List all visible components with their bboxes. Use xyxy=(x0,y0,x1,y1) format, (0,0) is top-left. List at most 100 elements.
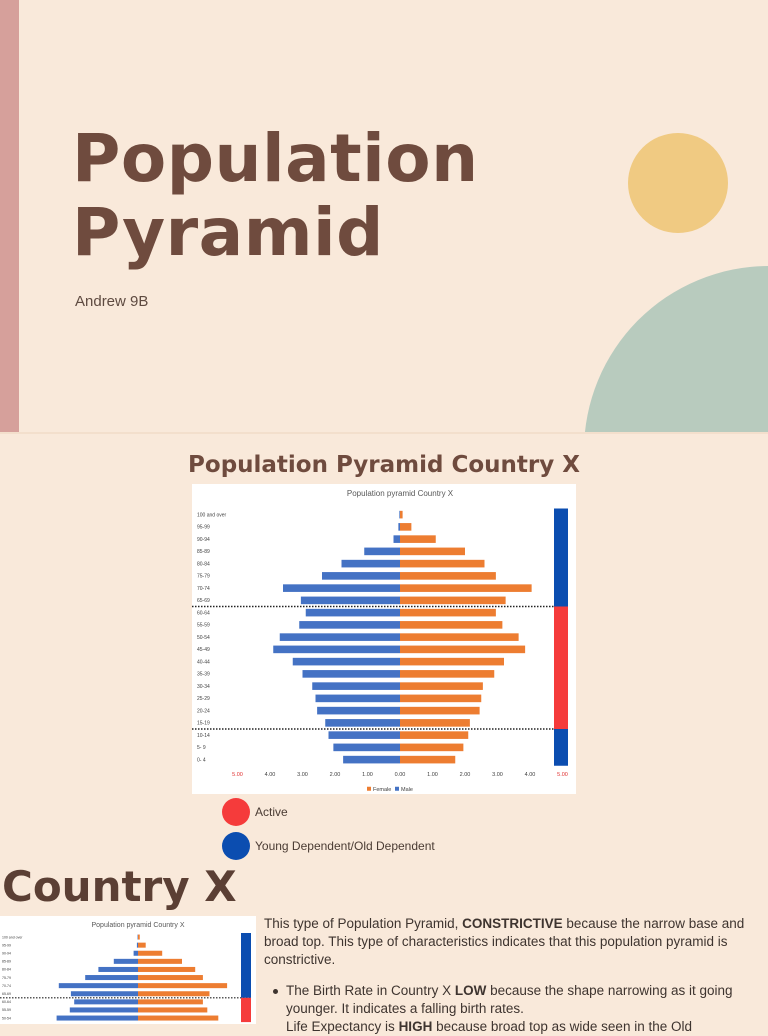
male-bar xyxy=(398,523,400,531)
female-bar xyxy=(400,731,468,739)
category-label: 60-64 xyxy=(2,1000,11,1004)
female-bar xyxy=(400,670,494,678)
male-bar xyxy=(114,959,138,964)
category-label: 85-89 xyxy=(197,549,210,555)
legend-swatch-female xyxy=(367,787,371,791)
bullet2-text-2: because broad top as wide seen in the Ol… xyxy=(432,1019,692,1034)
category-label: 25-29 xyxy=(197,696,210,702)
slide-divider xyxy=(0,432,768,434)
category-label: 10-14 xyxy=(197,733,210,739)
age-group-band xyxy=(241,998,251,1022)
female-bar xyxy=(400,719,470,727)
female-bar xyxy=(400,511,403,519)
category-label: 0- 4 xyxy=(197,757,206,763)
legend-label-active: Active xyxy=(255,805,288,819)
legend-dot-dependent xyxy=(222,832,250,860)
male-bar xyxy=(312,682,400,690)
female-bar xyxy=(400,621,502,629)
male-bar xyxy=(85,975,138,980)
category-label: 40-44 xyxy=(197,659,210,665)
age-group-band xyxy=(241,933,251,998)
female-bar xyxy=(400,756,455,764)
bullet2-text-1: Life Expectancy is xyxy=(286,1019,399,1034)
decorative-circle-yellow xyxy=(628,133,728,233)
category-label: 70-74 xyxy=(197,586,210,592)
decorative-circle-green xyxy=(584,266,768,432)
male-bar xyxy=(322,572,400,580)
chart-heading: Population Pyramid Country X xyxy=(0,452,768,478)
title-line-1: Population xyxy=(72,120,479,197)
male-bar xyxy=(70,1007,138,1012)
male-bar xyxy=(342,560,401,568)
male-bar xyxy=(325,719,400,727)
male-bar xyxy=(137,943,138,948)
bullet1-bold: LOW xyxy=(455,983,487,998)
category-label: 50-54 xyxy=(197,635,210,641)
female-bar xyxy=(400,572,496,580)
female-bar xyxy=(400,609,496,617)
category-label: 100 and over xyxy=(2,935,23,939)
x-tick-label: 1.00 xyxy=(362,772,373,778)
chart-title: Population pyramid Country X xyxy=(347,489,454,498)
category-label: 90-94 xyxy=(197,537,210,543)
x-tick-label: 3.00 xyxy=(492,772,503,778)
female-bar xyxy=(138,975,203,980)
male-bar xyxy=(293,658,400,666)
female-bar xyxy=(400,597,506,605)
legend-swatch-male xyxy=(395,787,399,791)
male-bar xyxy=(364,548,400,556)
male-bar xyxy=(301,597,400,605)
pyramid-svg: Population pyramid Country X 100 and over… xyxy=(192,484,576,794)
male-bar xyxy=(317,707,400,715)
x-tick-label: 2.00 xyxy=(460,772,471,778)
female-bar xyxy=(400,682,483,690)
category-label: 55-59 xyxy=(2,1008,11,1012)
male-bar xyxy=(329,731,401,739)
bullet-list: The Birth Rate in Country X LOW because … xyxy=(286,982,766,1036)
female-bar xyxy=(138,943,146,948)
male-bar xyxy=(333,744,400,752)
female-bar xyxy=(138,999,203,1004)
population-pyramid-chart: Population pyramid Country X 100 and over… xyxy=(192,484,576,794)
bullet-item-life-expectancy: Life Expectancy is HIGH because broad to… xyxy=(286,1018,766,1036)
category-label: 50-54 xyxy=(2,1016,11,1020)
male-bar xyxy=(57,1016,138,1021)
bullet-dot xyxy=(273,989,278,994)
female-bar xyxy=(400,548,465,556)
male-bar xyxy=(399,511,400,519)
female-bar xyxy=(400,658,504,666)
legend-text-female: Female xyxy=(373,787,391,793)
x-tick-label: 5.00 xyxy=(232,772,243,778)
male-bar xyxy=(394,535,401,543)
category-label: 55-59 xyxy=(197,623,210,629)
x-tick-label: 3.00 xyxy=(297,772,308,778)
female-bar xyxy=(400,744,463,752)
male-bar xyxy=(316,695,401,703)
female-bar xyxy=(400,695,481,703)
bullet1-text-1: The Birth Rate in Country X xyxy=(286,983,455,998)
category-label: 90-94 xyxy=(2,951,11,955)
male-bar xyxy=(343,756,400,764)
male-bar xyxy=(74,999,138,1004)
category-label: 75-79 xyxy=(2,976,11,980)
female-bar xyxy=(400,584,532,592)
category-label: 30-34 xyxy=(197,684,210,690)
female-bar xyxy=(400,523,411,531)
male-bar xyxy=(303,670,401,678)
title-slide: Population Pyramid Andrew 9B xyxy=(0,0,768,432)
male-bar xyxy=(280,633,400,641)
x-tick-label: 5.00 xyxy=(557,772,568,778)
category-label: 95-99 xyxy=(197,525,210,531)
category-label: 5- 9 xyxy=(197,745,206,751)
female-bar xyxy=(138,1016,218,1021)
category-label: 100 and over xyxy=(197,512,227,518)
female-bar xyxy=(400,707,480,715)
x-tick-label: 1.00 xyxy=(427,772,438,778)
female-bar xyxy=(400,535,436,543)
para-text-1: This type of Population Pyramid, xyxy=(264,916,462,931)
title-line-2: Pyramid xyxy=(72,194,384,271)
category-label: 45-49 xyxy=(197,647,210,653)
description-paragraph: This type of Population Pyramid, CONSTRI… xyxy=(264,915,764,969)
female-bar xyxy=(138,1007,207,1012)
